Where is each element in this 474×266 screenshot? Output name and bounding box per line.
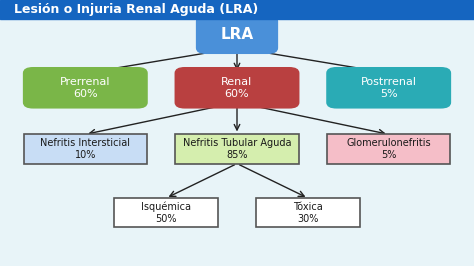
- Text: Postrrenal
5%: Postrrenal 5%: [361, 77, 417, 99]
- FancyBboxPatch shape: [175, 134, 299, 164]
- Text: LRA: LRA: [220, 27, 254, 42]
- FancyBboxPatch shape: [327, 68, 450, 108]
- FancyBboxPatch shape: [24, 68, 147, 108]
- FancyBboxPatch shape: [114, 198, 218, 227]
- Text: Renal
60%: Renal 60%: [221, 77, 253, 99]
- Text: Prerrenal
60%: Prerrenal 60%: [60, 77, 110, 99]
- FancyBboxPatch shape: [175, 68, 299, 108]
- Text: Lesión o Injuria Renal Aguda (LRA): Lesión o Injuria Renal Aguda (LRA): [14, 3, 258, 16]
- Text: Nefritis Tubular Aguda
85%: Nefritis Tubular Aguda 85%: [183, 138, 291, 160]
- Text: Isquémica
50%: Isquémica 50%: [141, 202, 191, 224]
- FancyBboxPatch shape: [327, 134, 450, 164]
- FancyBboxPatch shape: [197, 16, 277, 53]
- FancyBboxPatch shape: [24, 134, 147, 164]
- Text: Tóxica
30%: Tóxica 30%: [293, 202, 323, 224]
- Text: Nefritis Intersticial
10%: Nefritis Intersticial 10%: [40, 138, 130, 160]
- FancyBboxPatch shape: [0, 0, 474, 19]
- FancyBboxPatch shape: [256, 198, 360, 227]
- Text: Glomerulonefritis
5%: Glomerulonefritis 5%: [346, 138, 431, 160]
